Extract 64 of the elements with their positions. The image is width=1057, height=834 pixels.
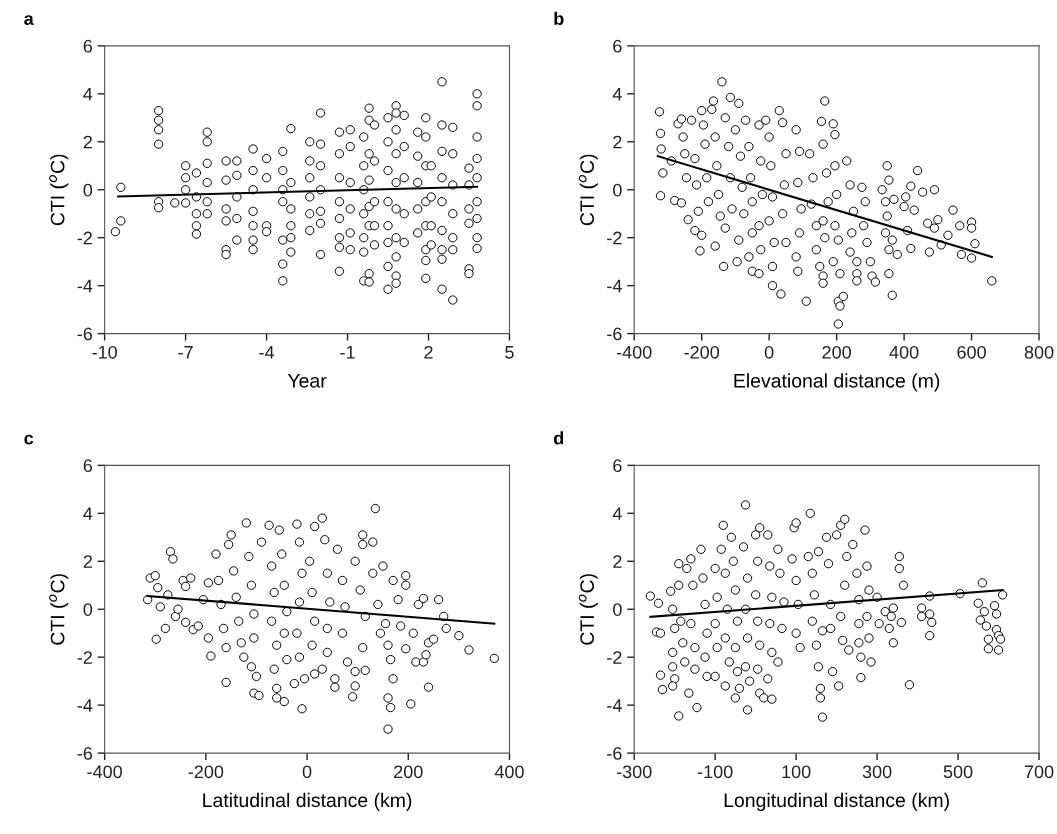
x-axis-title: Year [287,374,327,388]
y-tick-label: 4 [83,507,93,520]
x-tick-label: 0 [764,345,774,359]
chart-title: a [24,15,34,26]
x-tick-label: 400 [889,345,919,359]
x-tick-label: 200 [822,345,851,359]
y-axis-title: CTI ($^{o}$C) [49,154,69,226]
y-tick-label: 0 [83,603,93,616]
x-tick-label: -200 [684,345,720,359]
x-tick-label: -400 [87,765,123,779]
y-tick-label: 2 [83,555,92,568]
x-tick-label: -4 [259,346,275,359]
y-axis-title: CTI ($^{o}$C) [578,154,598,226]
y-tick-label: -2 [77,231,92,245]
y-tick-label: 6 [83,39,93,53]
y-tick-label: 0 [613,603,622,616]
x-tick-label: 400 [494,765,524,779]
y-tick-label: -6 [607,747,622,760]
y-tick-label: -6 [77,747,93,760]
x-tick-label: 100 [782,765,811,779]
y-tick-label: 6 [613,459,622,473]
y-tick-label: 2 [613,135,622,149]
y-tick-label: 6 [613,39,622,53]
y-tick-label: -2 [607,651,622,664]
x-tick-label: 700 [1024,765,1054,779]
x-tick-label: -400 [616,345,652,359]
chart-title: c [24,434,34,445]
chart-title: b [554,11,564,26]
x-tick-label: 800 [1024,345,1054,359]
x-tick-label: -300 [616,765,652,779]
y-tick-label: -2 [77,651,92,664]
x-tick-label: 5 [505,346,514,359]
y-tick-label: -4 [77,699,93,712]
y-tick-label: -2 [607,231,622,245]
y-tick-label: -4 [607,699,622,712]
x-tick-label: 300 [862,765,892,779]
x-tick-label: 500 [943,765,973,779]
x-tick-label: -10 [92,345,117,359]
y-tick-label: 6 [83,459,93,473]
y-tick-label: -4 [607,279,622,293]
y-tick-label: -6 [77,327,93,341]
y-tick-label: 4 [612,507,622,520]
x-axis-title: Longitudinal distance (km) [724,792,949,811]
y-tick-label: -4 [77,279,93,293]
x-tick-label: 0 [302,765,312,779]
x-tick-label: 2 [424,345,433,359]
y-tick-label: -6 [607,327,622,341]
y-axis-title: CTI ($^{o}$C) [49,574,69,645]
x-axis-title: Elevational distance (m) [734,373,940,392]
x-tick-label: -200 [188,765,224,779]
x-tick-label: 200 [394,765,423,779]
y-axis-title: CTI ($^{o}$C) [578,574,598,645]
x-axis-title: Latitudinal distance (km) [203,792,412,811]
y-tick-label: 0 [613,183,622,197]
y-tick-label: 2 [613,555,622,568]
x-tick-label: -100 [697,765,733,779]
y-tick-label: 2 [83,135,92,149]
x-tick-label: -1 [340,346,355,359]
y-tick-label: 4 [83,87,93,101]
y-tick-label: 0 [83,183,93,197]
x-tick-label: -7 [178,346,193,359]
chart-title: d [553,431,564,445]
y-tick-label: 4 [612,87,622,101]
x-tick-label: 600 [957,345,986,359]
